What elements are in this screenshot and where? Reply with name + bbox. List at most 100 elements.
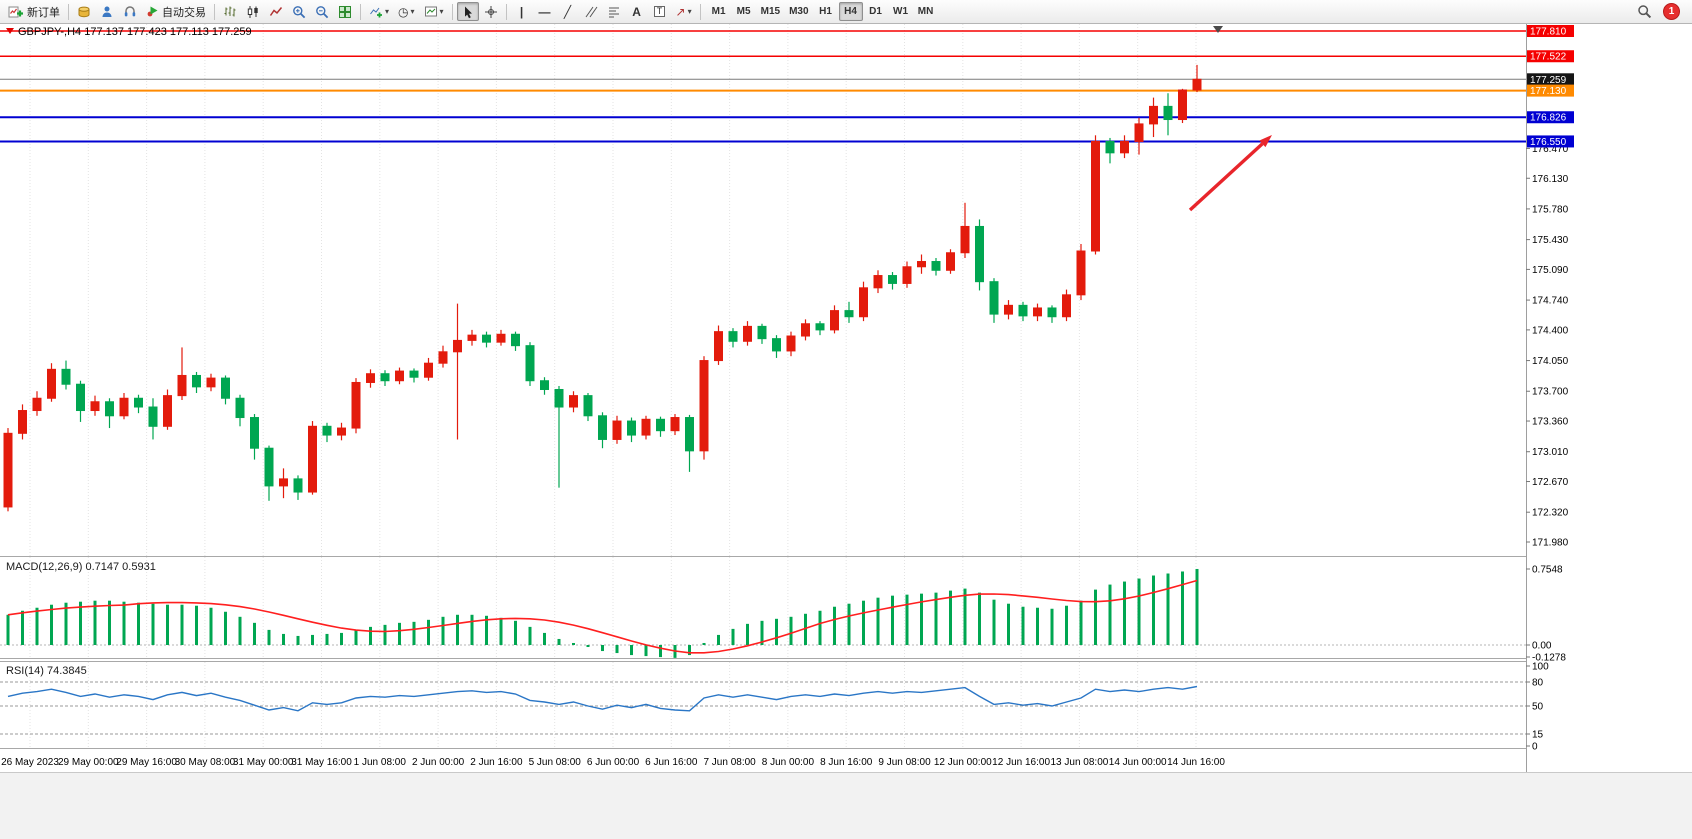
candlestick-chart-button[interactable]	[242, 2, 264, 21]
candle-body	[917, 261, 926, 268]
macd-label: MACD(12,26,9) 0.7147 0.5931	[6, 561, 156, 573]
candle-body	[612, 420, 622, 440]
fibonacci-button[interactable]	[603, 2, 625, 21]
text-label-icon: T	[653, 6, 666, 17]
macd-histogram-bar	[441, 616, 445, 645]
macd-histogram-bar	[224, 611, 227, 645]
timeframe-button-w1[interactable]: W1	[889, 2, 913, 21]
text-label-button[interactable]: T	[649, 2, 671, 21]
new-order-button[interactable]: 新订单	[4, 2, 64, 21]
candle-body	[18, 410, 27, 434]
zoom-out-button[interactable]	[311, 2, 333, 21]
candlestick-icon	[247, 5, 258, 18]
rsi-axis-label: 15	[1532, 730, 1544, 741]
channel-icon	[585, 6, 597, 17]
candle-body	[743, 325, 752, 342]
text-button[interactable]: A	[626, 2, 648, 21]
candle-body	[960, 225, 970, 254]
macd-histogram-bar	[1181, 571, 1184, 645]
toolbar-separator	[505, 3, 507, 20]
new-order-label: 新订单	[27, 6, 60, 19]
price-level-tag	[1527, 84, 1574, 97]
macd-histogram-bar	[1094, 589, 1097, 645]
line-chart-button[interactable]	[265, 2, 287, 21]
candle-body	[598, 415, 607, 440]
time-axis-label: 5 Jun 08:00	[529, 757, 582, 768]
timeframe-button-m15[interactable]: M15	[757, 2, 784, 21]
market-watch-button[interactable]	[73, 2, 95, 21]
macd-histogram-bar	[717, 634, 720, 645]
macd-histogram-bar	[485, 615, 488, 645]
terminal-button[interactable]	[119, 2, 141, 21]
timeframe-button-d1[interactable]: D1	[864, 2, 888, 21]
candle-body	[1091, 140, 1100, 252]
candle-body	[1163, 105, 1173, 121]
arrow-shaft[interactable]	[1188, 142, 1264, 212]
macd-histogram-bar	[1195, 568, 1199, 645]
macd-axis-label: 0.00	[1532, 641, 1552, 652]
candle-body	[235, 397, 245, 419]
search-button[interactable]	[1633, 2, 1656, 21]
trendline-button[interactable]: ╱	[557, 2, 579, 21]
channel-button[interactable]	[580, 2, 602, 21]
macd-histogram-bar	[35, 607, 39, 645]
timeframe-button-mn[interactable]: MN	[914, 2, 938, 21]
candle-body	[409, 370, 419, 378]
timeframe-button-m30[interactable]: M30	[785, 2, 812, 21]
navigator-button[interactable]	[96, 2, 118, 21]
macd-histogram-bar	[630, 645, 633, 656]
chart-shift-marker[interactable]	[1213, 26, 1223, 33]
annotation-arrow[interactable]	[1188, 135, 1272, 212]
candle-body	[627, 420, 636, 436]
chart-window[interactable]: 176.470 176.130 175.780 175.430 175.090 174.7…	[0, 24, 1692, 839]
candle-body	[540, 380, 549, 390]
macd-histogram-bar	[775, 618, 778, 645]
candle-body	[163, 395, 172, 427]
candle-body	[902, 266, 912, 284]
price-axis-label: 175.090	[1532, 265, 1569, 276]
crosshair-button[interactable]	[480, 2, 502, 21]
support-resistance-lines[interactable]	[0, 30, 1526, 143]
rsi-axis-label: 100	[1532, 662, 1549, 673]
cursor-button[interactable]	[456, 2, 479, 21]
timeframe-button-m5[interactable]: M5	[732, 2, 756, 21]
macd-histogram-bar	[949, 590, 952, 645]
templates-button[interactable]: ▾	[420, 2, 448, 21]
timeframe-button-h4[interactable]: H4	[838, 2, 863, 21]
vertical-line-button[interactable]: |	[511, 2, 533, 21]
macd-histogram-bar	[644, 645, 648, 657]
macd-histogram-bar	[847, 603, 851, 645]
price-chart-canvas[interactable]: 176.470 176.130 175.780 175.430 175.090 174.7…	[0, 24, 1692, 839]
coin-stack-icon	[78, 6, 90, 17]
tile-windows-button[interactable]	[334, 2, 356, 21]
macd-histogram-bar	[804, 613, 807, 645]
arrows-button[interactable]: ↗ ▾	[672, 2, 696, 21]
horizontal-line-button[interactable]: —	[534, 2, 556, 21]
periods-button[interactable]: ◷ ▾	[394, 2, 419, 21]
price-axis-label: 173.700	[1532, 387, 1569, 398]
bar-chart-button[interactable]	[219, 2, 241, 21]
macd-histogram-bar	[325, 633, 329, 645]
rsi-pane	[0, 681, 1526, 735]
candle-body	[3, 432, 13, 508]
notification-badge[interactable]: 1	[1663, 3, 1680, 20]
candle-body	[525, 345, 535, 382]
candle-body	[148, 406, 158, 427]
indicators-button[interactable]: ▾	[365, 2, 393, 21]
macd-histogram-bar	[282, 633, 285, 645]
timeframe-button-h1[interactable]: H1	[814, 2, 838, 21]
candle-body	[76, 383, 85, 412]
candle-body	[177, 374, 187, 397]
price-axis-label: 172.670	[1532, 477, 1569, 488]
macd-histogram-bar	[64, 602, 68, 645]
candle-body	[786, 335, 796, 352]
autotrading-button[interactable]: 自动交易	[142, 2, 210, 21]
price-level-tag-label: 177.810	[1530, 27, 1567, 38]
timeframe-button-m1[interactable]: M1	[707, 2, 731, 21]
candle-body	[569, 395, 578, 408]
candle-body	[424, 362, 433, 378]
zoom-in-button[interactable]	[288, 2, 310, 21]
price-axis-label: 175.780	[1532, 204, 1569, 215]
macd-signal-line	[7, 579, 1198, 654]
